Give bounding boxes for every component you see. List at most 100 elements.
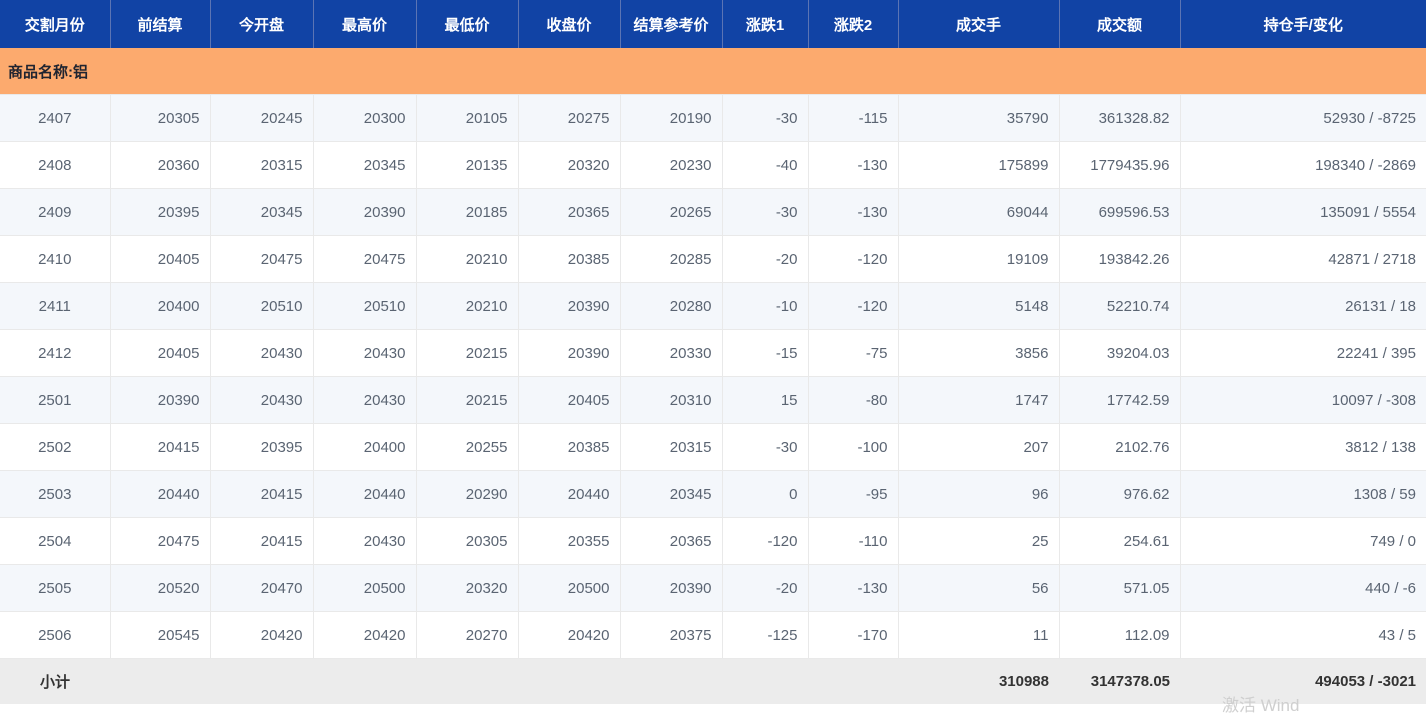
table-row-2504[interactable]: 2504 20475 20415 20430 20305 20355 20365 -120 -1… [0,517,1426,565]
cell-high: 20300 [313,94,417,142]
cell-oi_change: 43 / 5 [1180,611,1426,659]
cell-prev_settle: 20360 [110,141,211,189]
cell-month: 2407 [0,94,111,142]
cell-oi_change: 749 / 0 [1180,517,1426,565]
column-header-turnover: 成交额 [1059,0,1181,48]
cell-volume: 3856 [898,329,1060,377]
table-row-2501[interactable]: 2501 20390 20430 20430 20215 20405 20310 15 -80 1… [0,376,1426,424]
table-row-2409[interactable]: 2409 20395 20345 20390 20185 20365 20265 -30 -13… [0,188,1426,236]
cell-oi_change: 198340 / -2869 [1180,141,1426,189]
cell-settle_ref: 20230 [620,141,723,189]
table-row-2502[interactable]: 2502 20415 20395 20400 20255 20385 20315 -30 -10… [0,423,1426,471]
subtotal-turnover: 3147378.05 [1059,658,1180,704]
table-row-2407[interactable]: 2407 20305 20245 20300 20105 20275 20190 -30 -11… [0,94,1426,142]
table-row-2503[interactable]: 2503 20440 20415 20440 20290 20440 20345 0 -95 96… [0,470,1426,518]
cell-volume: 175899 [898,141,1060,189]
subtotal-row: 小计 310988 3147378.05 494053 / -3021 [0,658,1426,704]
table-row-2506[interactable]: 2506 20545 20420 20420 20270 20420 20375 -125 -1… [0,611,1426,659]
cell-close: 20365 [518,188,621,236]
cell-month: 2503 [0,470,111,518]
commodity-group-row: 商品名称:铝 [0,48,1426,95]
cell-open: 20415 [210,517,314,565]
cell-turnover: 976.62 [1059,470,1181,518]
subtotal-high [313,658,416,704]
cell-oi_change: 22241 / 395 [1180,329,1426,377]
cell-low: 20305 [416,517,519,565]
cell-volume: 25 [898,517,1060,565]
cell-chg1: -30 [722,188,809,236]
cell-low: 20215 [416,376,519,424]
cell-settle_ref: 20345 [620,470,723,518]
cell-chg1: 0 [722,470,809,518]
subtotal-chg2 [808,658,898,704]
cell-chg1: -20 [722,235,809,283]
table-row-2410[interactable]: 2410 20405 20475 20475 20210 20385 20285 -20 -12… [0,235,1426,283]
cell-chg2: -130 [808,564,899,612]
cell-oi_change: 10097 / -308 [1180,376,1426,424]
cell-settle_ref: 20365 [620,517,723,565]
cell-prev_settle: 20415 [110,423,211,471]
cell-chg2: -75 [808,329,899,377]
cell-volume: 69044 [898,188,1060,236]
table-row-2408[interactable]: 2408 20360 20315 20345 20135 20320 20230 -40 -13… [0,141,1426,189]
subtotal-settle_ref [620,658,722,704]
cell-chg1: -15 [722,329,809,377]
cell-close: 20390 [518,282,621,330]
column-header-chg1: 涨跌1 [722,0,809,48]
column-header-open: 今开盘 [210,0,314,48]
cell-high: 20400 [313,423,417,471]
cell-low: 20320 [416,564,519,612]
table-row-2505[interactable]: 2505 20520 20470 20500 20320 20500 20390 -20 -13… [0,564,1426,612]
cell-chg2: -130 [808,141,899,189]
cell-volume: 35790 [898,94,1060,142]
cell-oi_change: 42871 / 2718 [1180,235,1426,283]
cell-prev_settle: 20405 [110,329,211,377]
cell-turnover: 112.09 [1059,611,1181,659]
cell-volume: 11 [898,611,1060,659]
cell-chg2: -80 [808,376,899,424]
cell-low: 20135 [416,141,519,189]
cell-volume: 1747 [898,376,1060,424]
cell-high: 20430 [313,376,417,424]
cell-month: 2410 [0,235,111,283]
cell-turnover: 193842.26 [1059,235,1181,283]
cell-month: 2409 [0,188,111,236]
subtotal-open [210,658,313,704]
column-header-close: 收盘价 [518,0,621,48]
column-header-settle_ref: 结算参考价 [620,0,723,48]
cell-chg2: -170 [808,611,899,659]
cell-high: 20420 [313,611,417,659]
cell-low: 20185 [416,188,519,236]
cell-high: 20390 [313,188,417,236]
cell-prev_settle: 20305 [110,94,211,142]
cell-low: 20105 [416,94,519,142]
cell-settle_ref: 20280 [620,282,723,330]
cell-close: 20275 [518,94,621,142]
cell-low: 20270 [416,611,519,659]
cell-settle_ref: 20390 [620,564,723,612]
cell-oi_change: 135091 / 5554 [1180,188,1426,236]
cell-open: 20430 [210,329,314,377]
cell-month: 2411 [0,282,111,330]
cell-turnover: 571.05 [1059,564,1181,612]
cell-prev_settle: 20395 [110,188,211,236]
cell-close: 20405 [518,376,621,424]
cell-close: 20420 [518,611,621,659]
cell-settle_ref: 20265 [620,188,723,236]
cell-turnover: 254.61 [1059,517,1181,565]
cell-oi_change: 3812 / 138 [1180,423,1426,471]
cell-open: 20245 [210,94,314,142]
cell-close: 20355 [518,517,621,565]
cell-prev_settle: 20440 [110,470,211,518]
cell-settle_ref: 20330 [620,329,723,377]
table-row-2412[interactable]: 2412 20405 20430 20430 20215 20390 20330 -15 -75… [0,329,1426,377]
cell-prev_settle: 20405 [110,235,211,283]
cell-month: 2408 [0,141,111,189]
cell-volume: 207 [898,423,1060,471]
table-row-2411[interactable]: 2411 20400 20510 20510 20210 20390 20280 -10 -12… [0,282,1426,330]
subtotal-oi_change: 494053 / -3021 [1180,658,1426,704]
cell-volume: 19109 [898,235,1060,283]
cell-prev_settle: 20475 [110,517,211,565]
cell-month: 2504 [0,517,111,565]
